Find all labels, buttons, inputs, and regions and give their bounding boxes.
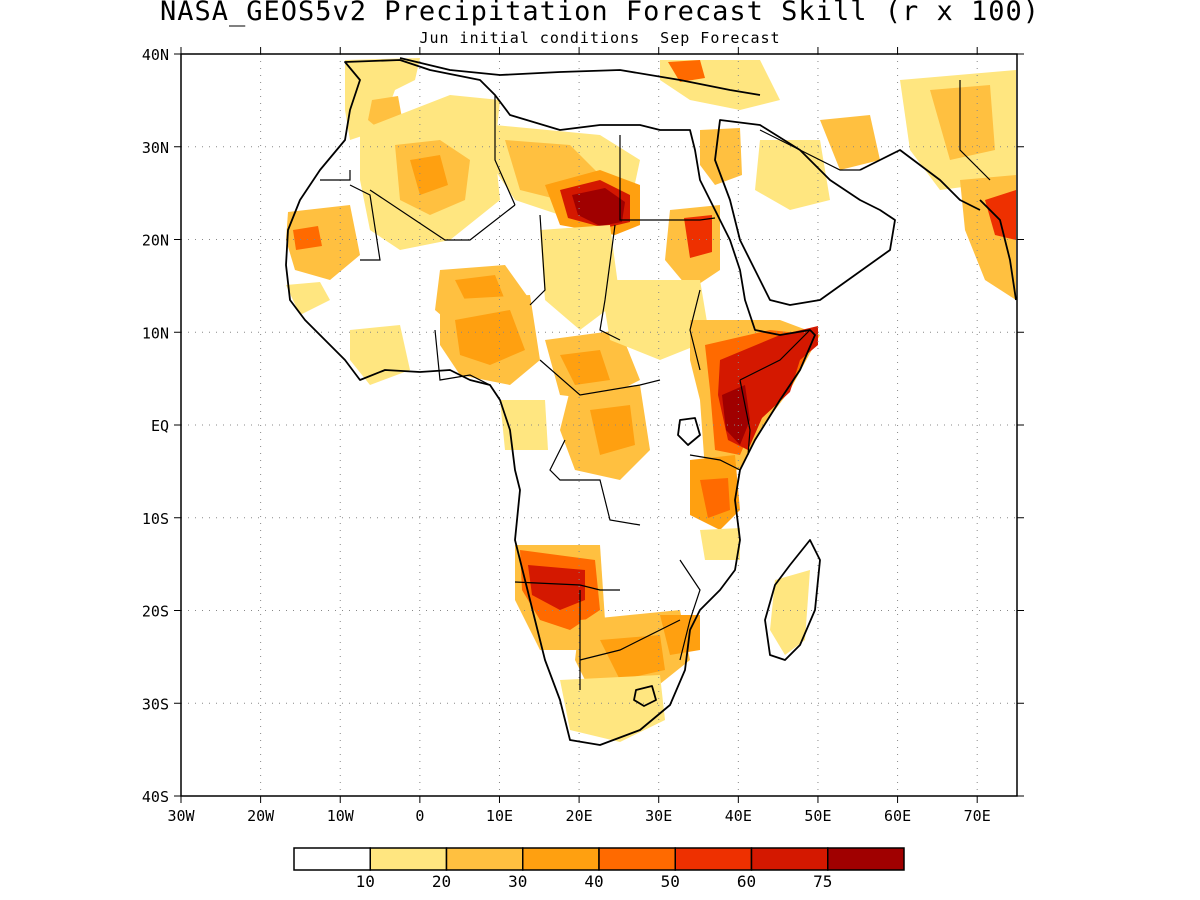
skill-region-madagascar	[770, 570, 810, 655]
border-tanzania	[689, 454, 741, 471]
border-algeria-libya	[494, 95, 516, 206]
lon-tick-label: 60E	[884, 807, 911, 825]
skill-region-mauritania-coast	[286, 282, 330, 315]
africa-coastline	[285, 59, 816, 746]
colorbar-label: 60	[737, 872, 756, 891]
lon-tick-label: 30W	[167, 807, 195, 825]
skill-region-mozambique-north	[700, 528, 740, 560]
lat-tick-label: 20N	[142, 232, 169, 250]
skill-region-kenya-core	[722, 385, 750, 445]
skill-region-egypt-north-core	[668, 60, 705, 82]
skill-region-saudi-north	[755, 140, 830, 210]
lake-victoria	[677, 417, 701, 446]
lon-tick-label: 10E	[486, 807, 513, 825]
skill-region-western-sahara-core	[293, 226, 322, 250]
border-botswana-sa	[579, 619, 681, 661]
colorbar-swatch	[598, 847, 676, 871]
colorbar-label: 20	[432, 872, 451, 891]
colorbar: 10 20 30 40 50 60 75	[293, 847, 905, 891]
lon-tick-label: 70E	[964, 807, 991, 825]
skill-region-angola-core	[528, 565, 585, 610]
lat-tick-label: 40S	[142, 788, 169, 806]
grid-lines	[181, 54, 1017, 796]
skill-shading	[286, 58, 1016, 742]
skill-region-sudan-south	[600, 280, 710, 360]
border-niger-chad	[529, 214, 546, 306]
border-mozambique	[679, 559, 701, 661]
skill-region-car-core	[560, 350, 610, 385]
skill-region-sudan-nile-core	[684, 215, 712, 258]
colorbar-label: 75	[813, 872, 832, 891]
skill-region-chad	[540, 225, 620, 330]
border-nigeria	[434, 329, 491, 386]
colorbar-swatch	[293, 847, 371, 871]
axis-ticks	[174, 47, 1024, 803]
border-algeria-mali	[369, 189, 516, 241]
border-sudan-ethiopia	[689, 289, 701, 371]
country-borders	[320, 80, 991, 690]
arabia-coastline	[714, 119, 896, 306]
lat-tick-label: 10S	[142, 510, 169, 528]
lon-tick-label: 30E	[645, 807, 672, 825]
skill-region-tanzania-core	[700, 478, 730, 518]
map-title: NASA_GEOS5v2 Precipitation Forecast Skil…	[159, 0, 1041, 27]
map-subtitle: Jun initial conditions Sep Forecast	[419, 29, 781, 47]
lat-tick-label: 10N	[142, 324, 169, 342]
lon-tick-label: 20W	[247, 807, 275, 825]
skill-region-iran-core	[930, 85, 995, 160]
skill-region-congo-core	[590, 405, 635, 455]
skill-region-botswana-core	[600, 635, 665, 680]
skill-region-egypt-border-core	[572, 188, 625, 226]
lesotho-outline	[633, 685, 657, 707]
colorbar-swatch	[750, 847, 829, 871]
colorbar-swatch	[445, 847, 524, 871]
lon-tick-label: 10W	[327, 807, 355, 825]
border-iran-pakistan	[959, 80, 991, 181]
skill-region-west-coast	[350, 325, 410, 385]
skill-region-algeria-inner	[410, 155, 448, 195]
border-car	[539, 359, 661, 396]
border-arabia-iraq	[759, 129, 860, 171]
lon-tick-label: 40E	[725, 807, 752, 825]
axis-tick-labels: 30W 20W 10W 0 10E 20E 30E 40E 50E 60E 70E 40N 30N 20N…	[142, 46, 991, 825]
skill-region-nigeria-core	[455, 310, 525, 365]
skill-region-south-africa	[560, 675, 665, 742]
border-sahara-west	[320, 170, 351, 181]
madagascar-coastline	[764, 539, 821, 661]
lon-tick-label: 0	[415, 807, 424, 825]
lon-tick-label: 20E	[566, 807, 593, 825]
coastlines	[285, 57, 1017, 746]
colorbar-swatch	[522, 847, 600, 871]
border-mauritania-mali	[349, 184, 381, 261]
lat-tick-label: 30N	[142, 139, 169, 157]
skill-region-western-sahara	[286, 205, 360, 280]
lat-tick-label: EQ	[151, 417, 169, 435]
lon-tick-label: 50E	[804, 807, 831, 825]
skill-region-india-core	[985, 190, 1016, 240]
colorbar-label: 10	[356, 872, 375, 891]
lat-tick-label: 40N	[142, 46, 169, 64]
colorbar-swatch	[827, 847, 905, 871]
colorbar-label: 40	[584, 872, 603, 891]
skill-region-saudi-central	[820, 115, 880, 170]
mediterranean-north-coast	[399, 57, 761, 96]
border-angola-namibia	[514, 581, 620, 591]
lat-tick-label: 30S	[142, 695, 169, 713]
border-kenya-somalia	[739, 379, 751, 456]
india-west-coast	[979, 199, 1017, 301]
persian-gulf-coast	[859, 149, 981, 211]
colorbar-label: 30	[508, 872, 527, 891]
skill-region-nile-delta	[700, 128, 742, 185]
border-chad-sudan	[599, 224, 621, 341]
colorbar-label: 50	[661, 872, 680, 891]
lat-tick-label: 20S	[142, 603, 169, 621]
border-drc	[549, 439, 641, 526]
border-ethiopia-somalia	[739, 329, 811, 381]
border-libya-egypt	[619, 135, 716, 221]
colorbar-swatch	[369, 847, 448, 871]
colorbar-swatch	[674, 847, 753, 871]
